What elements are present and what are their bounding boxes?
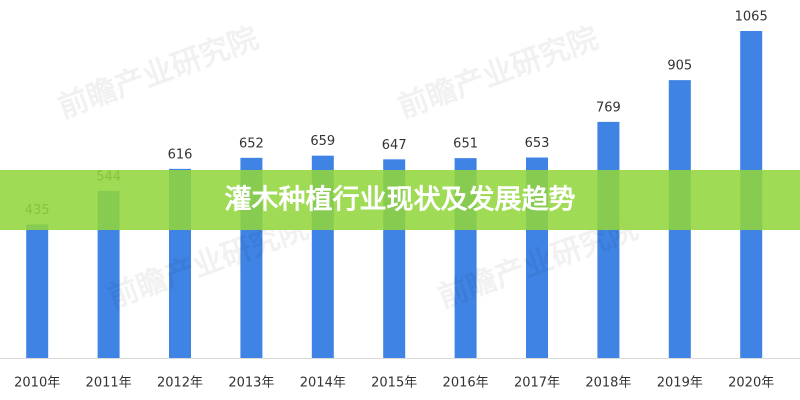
x-tick-label: 2011年 [86,376,132,391]
watermarks: 前瞻产业研究院 前瞻产业研究院 前瞻产业研究院 前瞻产业研究院 [54,21,643,316]
x-tick-label: 2014年 [300,376,346,391]
data-label: 653 [525,136,550,151]
x-tick-label: 2013年 [228,376,274,391]
x-tick-label: 2019年 [657,376,703,391]
title-banner [0,170,800,230]
watermark: 前瞻产业研究院 [394,21,603,126]
x-tick-label: 2010年 [14,376,60,391]
data-label: 769 [596,100,621,115]
data-label: 659 [310,134,335,149]
watermark: 前瞻产业研究院 [54,21,263,126]
x-tick-label: 2017年 [514,376,560,391]
x-tick-label: 2016年 [443,376,489,391]
x-tick-label: 2015年 [371,376,417,391]
x-tick-label: 2018年 [585,376,631,391]
data-label: 647 [382,138,407,153]
x-tick-label: 2012年 [157,376,203,391]
data-label: 651 [453,137,478,152]
bar [26,224,49,358]
bar [97,190,120,358]
x-tick-label: 2020年 [728,376,774,391]
data-label: 1065 [735,10,768,25]
data-label: 905 [667,59,692,74]
data-label: 652 [239,136,264,151]
chart-title: 灌木种植行业现状及发展趋势 [225,184,576,216]
data-label: 616 [168,147,193,162]
